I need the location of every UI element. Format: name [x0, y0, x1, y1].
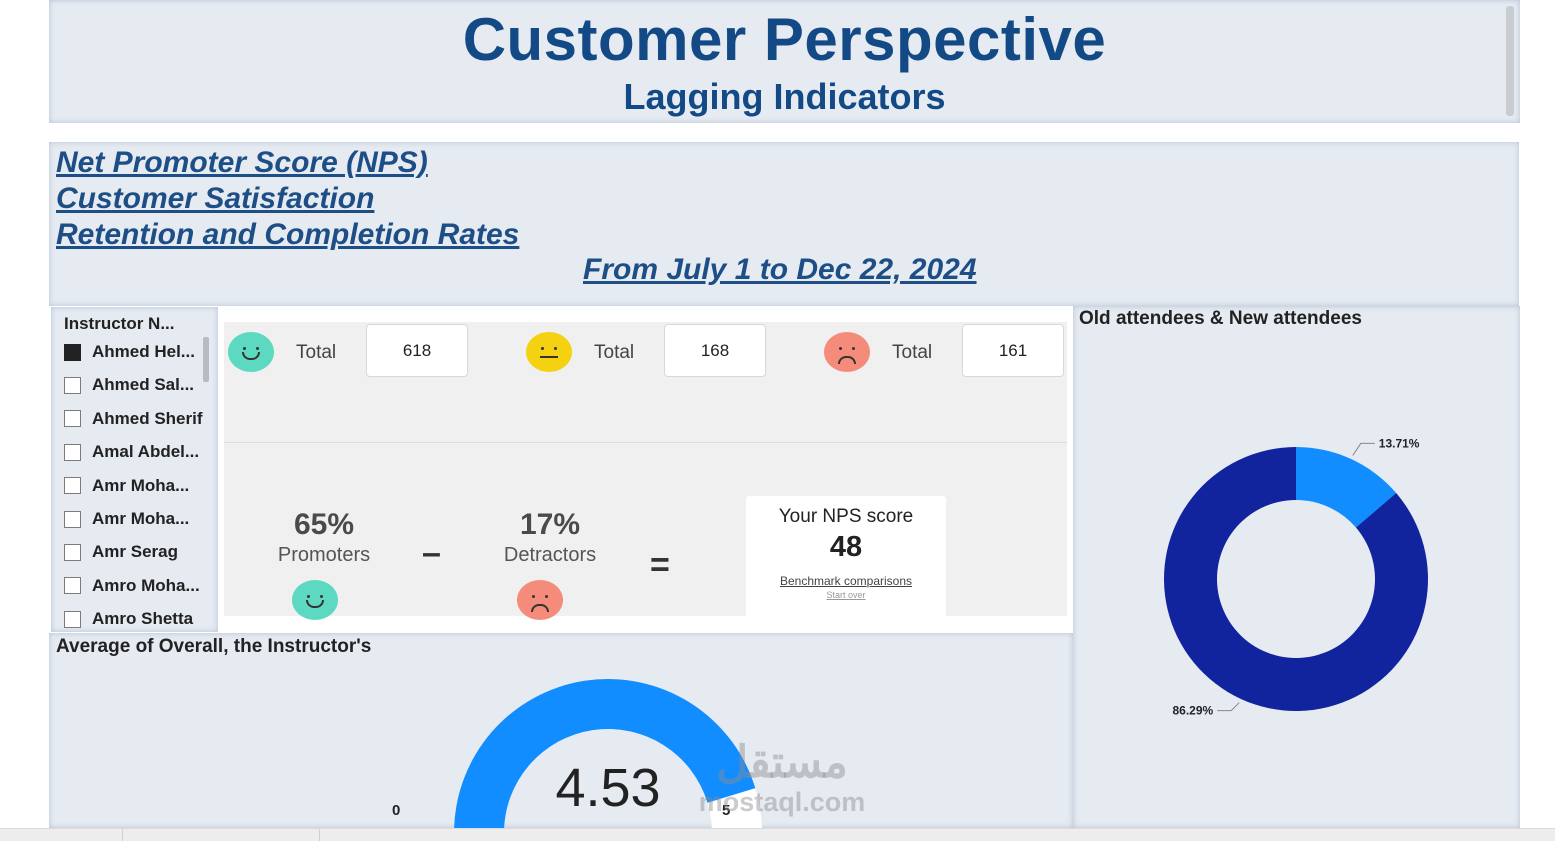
slicer-checkbox[interactable] [64, 510, 81, 528]
gauge-value: 4.53 [555, 758, 660, 818]
slicer-checkbox[interactable] [64, 443, 81, 461]
minus-sign: – [422, 534, 441, 572]
slicer-item-label: Amr Moha... [92, 509, 190, 528]
start-over-link[interactable]: Start over [826, 590, 866, 600]
slicer-checkbox[interactable] [64, 376, 81, 394]
slicer-item-label: Ahmed Sherif [92, 408, 203, 428]
slicer-scrollbar[interactable] [203, 337, 209, 382]
slicer-item-label: Amr Moha... [92, 475, 190, 495]
header-panel: Customer Perspective Lagging Indicators [49, 0, 1520, 123]
total-value: 618 [366, 324, 468, 377]
donut-leader-line [1217, 702, 1240, 712]
slicer-item-label: Amro Moha... [92, 575, 200, 595]
instructor-slicer: Instructor N... Ahmed Hel... Ahmed Sal...… [51, 307, 218, 632]
header-scrollbar[interactable] [1506, 6, 1514, 116]
slicer-checkbox[interactable] [64, 477, 81, 495]
happy-face-icon [228, 332, 274, 372]
nps-score-title: Your NPS score [778, 506, 914, 527]
slicer-item[interactable]: Amal Abdel... [64, 438, 199, 466]
watermark-arabic: مستقل [716, 738, 848, 787]
slicer-item-label: Amal Abdel... [92, 442, 200, 462]
slicer-item[interactable]: Ahmed Sherif [64, 405, 203, 433]
donut-title: Old attendees & New attendees [1079, 308, 1362, 329]
nps-divider [224, 442, 1067, 443]
watermark-latin: mostaql.com [698, 787, 866, 817]
promoters-percent: 65% [293, 508, 355, 541]
nps-link[interactable]: Net Promoter Score (NPS) [56, 146, 428, 179]
satisfaction-link[interactable]: Customer Satisfaction [56, 182, 375, 215]
mostaql-watermark: مستقل mostaql.com [682, 738, 882, 816]
detractors-percent: 17% [519, 508, 581, 541]
gauge-fill [454, 679, 756, 828]
slicer-item-label: Ahmed Sal... [92, 375, 195, 395]
donut-leader-line [1352, 442, 1375, 456]
slicer-item[interactable]: Amr Serag [64, 538, 178, 566]
total-label: Total [892, 342, 933, 363]
donut-slice[interactable] [1296, 447, 1397, 528]
gauge-min-label: 0 [392, 802, 401, 819]
page-subtitle: Lagging Indicators [623, 76, 946, 117]
total-value: 168 [664, 324, 766, 377]
promoter-face-icon [292, 580, 338, 620]
total-value: 161 [962, 324, 1064, 377]
sad-face-icon [824, 332, 870, 372]
slicer-item[interactable]: Ahmed Hel... [64, 338, 195, 366]
total-label: Total [594, 342, 635, 363]
nps-score-card: Your NPS score 48 Benchmark comparisons … [746, 496, 946, 620]
donut-slice[interactable] [1164, 447, 1428, 712]
equals-sign: = [650, 546, 670, 584]
nps-score-value: 48 [829, 531, 863, 563]
slicer-item[interactable]: Ahmed Sal... [64, 371, 194, 399]
gauge-panel: Average of Overall, the Instructor's 4.5… [49, 633, 1073, 828]
gauge-max-label: 5 [722, 802, 731, 819]
slicer-checkbox[interactable] [64, 543, 81, 561]
promoters-label: Promoters [277, 544, 371, 566]
slicer-item-label: Amr Serag [92, 542, 178, 562]
neutral-face-icon [526, 332, 572, 372]
slicer-checkbox[interactable] [64, 577, 81, 595]
slicer-item[interactable]: Amro Moha... [64, 572, 200, 600]
nps-summary: Total 618 Total 168 Total 161 65% Promoters –… [218, 306, 1073, 632]
donut-data-label: 13.71% [1379, 436, 1420, 450]
slicer-item-label: Amro Shetta [92, 609, 194, 629]
slicer-checkbox[interactable] [64, 610, 81, 628]
slicer-title: Instructor N... [64, 314, 175, 333]
donut-data-label: 86.29% [1173, 704, 1214, 718]
donut-chart: 13.71% 86.29% [1164, 436, 1428, 718]
benchmark-link[interactable]: Benchmark comparisons [779, 574, 913, 588]
slicer-item[interactable]: Amr Moha... [64, 472, 189, 500]
retention-link[interactable]: Retention and Completion Rates [56, 218, 520, 251]
page-title: Customer Perspective [462, 6, 1107, 73]
slicer-checkbox[interactable] [64, 343, 81, 361]
gauge-chart: 4.53 [454, 679, 762, 828]
bottom-bar-divider [122, 829, 123, 841]
total-label: Total [296, 342, 337, 363]
date-range-link[interactable]: From July 1 to Dec 22, 2024 [583, 253, 977, 286]
slicer-checkbox[interactable] [64, 410, 81, 428]
gauge-title: Average of Overall, the Instructor's [56, 636, 372, 657]
detractors-label: Detractors [503, 544, 597, 566]
slicer-item-label: Ahmed Hel... [92, 342, 195, 361]
slicer-item[interactable]: Amr Moha... [64, 505, 189, 533]
bottom-bar-divider [319, 829, 320, 841]
links-panel: Net Promoter Score (NPS) Customer Satisf… [49, 142, 1519, 306]
bottom-bar [0, 828, 1555, 841]
nps-card: Total 618 Total 168 Total 161 65% Promoters –… [224, 322, 1067, 620]
slicer-item[interactable]: Amro Shetta [64, 605, 193, 632]
donut-panel: Old attendees & New attendees 13.71% 86.2… [1073, 306, 1520, 828]
detractor-face-icon [517, 580, 563, 620]
